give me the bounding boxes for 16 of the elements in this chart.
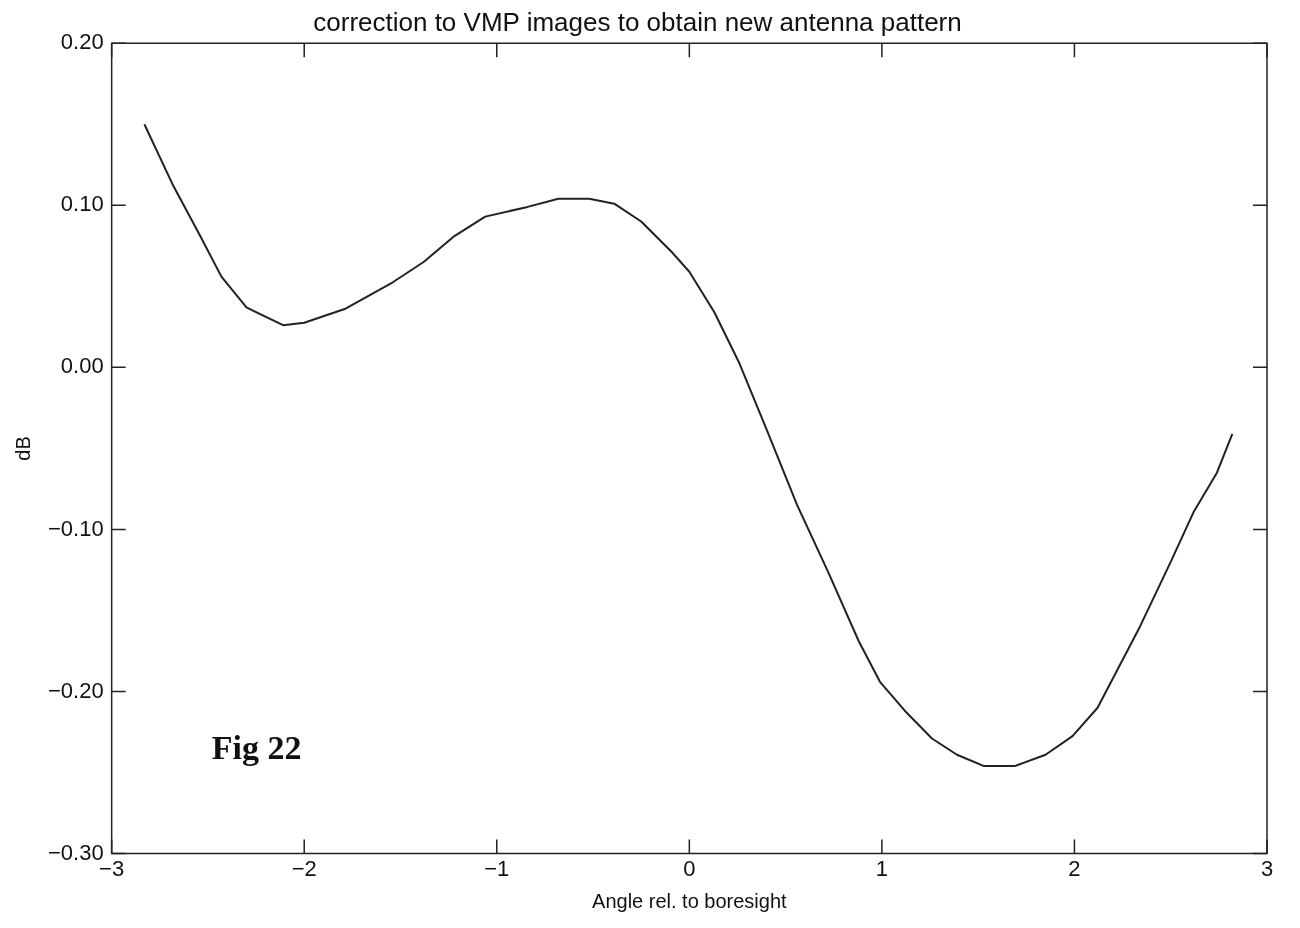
- y-axis-title: dB: [11, 436, 34, 461]
- y-tick-label: 0.00: [60, 353, 104, 379]
- y-tick-label: −0.10: [47, 515, 104, 541]
- x-tick-label: 2: [1068, 855, 1081, 881]
- x-tick-label: −1: [484, 855, 510, 881]
- x-axis-title: Angle rel. to boresight: [592, 889, 788, 912]
- y-tick-label: 0.10: [60, 191, 104, 217]
- x-tick-label: 0: [683, 855, 696, 881]
- chart-title: correction to VMP images to obtain new antenna pattern: [313, 6, 962, 37]
- y-tick-label: 0.20: [60, 29, 104, 55]
- y-tick-label: −0.30: [47, 839, 104, 865]
- annotation: Fig 22: [211, 728, 302, 766]
- x-tick-label: 3: [1260, 855, 1274, 881]
- x-tick-label: 1: [875, 855, 889, 881]
- x-tick-label: −2: [291, 855, 317, 881]
- y-tick-label: −0.20: [47, 677, 104, 703]
